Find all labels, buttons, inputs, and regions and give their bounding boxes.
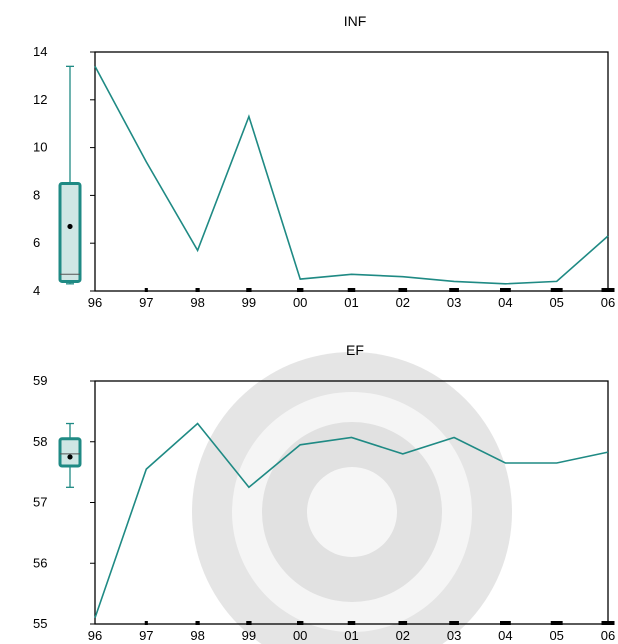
x-tick-mark: [398, 288, 408, 292]
y-tick-label: 57: [33, 495, 47, 510]
y-tick-label: 14: [33, 44, 47, 59]
boxplot-ef: [58, 422, 82, 488]
x-tick-label: 00: [293, 628, 307, 643]
x-tick-mark: [246, 288, 252, 292]
x-tick-label: 99: [242, 628, 256, 643]
x-tick-label: 01: [344, 628, 358, 643]
x-tick-label: 02: [396, 628, 410, 643]
x-tick-mark: [449, 621, 459, 625]
x-tick-label: 04: [498, 628, 512, 643]
x-tick-label: 04: [498, 295, 512, 310]
x-tick-label: 06: [601, 628, 615, 643]
x-tick-mark: [297, 621, 304, 625]
x-tick-label: 97: [139, 295, 153, 310]
x-tick-mark: [550, 288, 563, 292]
x-tick-mark: [347, 288, 356, 292]
x-tick-label: 96: [88, 628, 102, 643]
chart-title-ef: EF: [346, 342, 364, 358]
y-axis-inf: 4 6 8 10 12 14: [33, 44, 95, 298]
y-tick-label: 56: [33, 555, 47, 570]
x-tick-label: 03: [447, 628, 461, 643]
x-tick-mark: [601, 288, 615, 292]
panel-ef: EF 55 56 57 58 59 96 97 98 99 00 01 02 03 04 05 06: [33, 342, 615, 643]
y-tick-label: 58: [33, 434, 47, 449]
box-mean-dot: [67, 454, 73, 460]
x-tick-label: 05: [549, 628, 563, 643]
x-tick-label: 02: [396, 295, 410, 310]
x-tick-mark: [144, 288, 148, 292]
x-tick-mark: [500, 621, 511, 625]
x-tick-mark: [195, 621, 200, 625]
box-iqr: [58, 181, 82, 283]
x-tick-label: 06: [601, 295, 615, 310]
y-tick-label: 6: [33, 235, 40, 250]
x-tick-label: 99: [242, 295, 256, 310]
x-tick-mark: [144, 621, 148, 625]
x-tick-label: 00: [293, 295, 307, 310]
y-axis-ef: 55 56 57 58 59: [33, 373, 95, 631]
x-tick-label: 01: [344, 295, 358, 310]
box-iqr: [58, 437, 82, 468]
y-tick-label: 59: [33, 373, 47, 388]
watermark-emblem: [192, 352, 512, 644]
x-tick-mark: [500, 288, 511, 292]
x-tick-label: 97: [139, 628, 153, 643]
y-tick-label: 8: [33, 187, 40, 202]
panel-inf: INF 4 6 8 10 12 14 96 97 98 99 00 01 02 03 04 05 06: [33, 13, 615, 310]
box-mean-dot: [67, 223, 73, 230]
x-tick-mark: [195, 288, 200, 292]
x-tick-mark: [550, 621, 563, 625]
y-tick-label: 55: [33, 616, 47, 631]
x-tick-label: 03: [447, 295, 461, 310]
y-tick-label: 12: [33, 92, 47, 107]
x-tick-mark: [246, 621, 252, 625]
series-line-inf: [94, 65, 609, 285]
x-tick-label: 96: [88, 295, 102, 310]
x-tick-label: 98: [190, 628, 204, 643]
x-tick-mark: [601, 621, 615, 625]
boxplot-inf: [58, 65, 82, 285]
x-tick-label: 05: [549, 295, 563, 310]
series-line-ef: [94, 422, 609, 619]
x-tick-mark: [449, 288, 459, 292]
x-axis-ef: 96 97 98 99 00 01 02 03 04 05 06: [88, 621, 615, 643]
y-tick-label: 4: [33, 283, 40, 298]
x-axis-inf: 96 97 98 99 00 01 02 03 04 05 06: [88, 288, 615, 310]
x-tick-mark: [297, 288, 304, 292]
y-tick-label: 10: [33, 140, 47, 155]
x-tick-mark: [398, 621, 408, 625]
plot-frame-inf: [94, 51, 609, 292]
x-tick-mark: [347, 621, 356, 625]
chart-title-inf: INF: [344, 13, 367, 29]
x-tick-label: 98: [190, 295, 204, 310]
